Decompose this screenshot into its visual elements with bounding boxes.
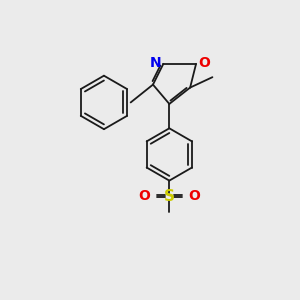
Text: S: S <box>164 189 175 204</box>
Text: O: O <box>198 56 210 70</box>
Text: N: N <box>149 56 161 70</box>
Text: O: O <box>139 189 151 203</box>
Text: O: O <box>188 189 200 203</box>
